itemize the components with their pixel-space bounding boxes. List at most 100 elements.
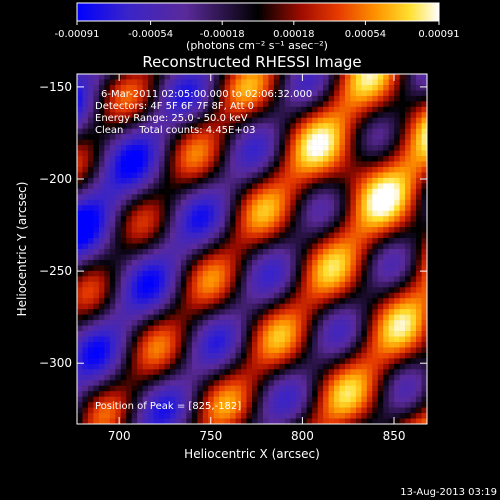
heatmap-cell — [115, 259, 122, 266]
heatmap-cell — [279, 117, 286, 124]
heatmap-cell — [180, 199, 187, 206]
heatmap-cell — [306, 177, 313, 184]
heatmap-cell — [224, 292, 231, 299]
heatmap-cell — [109, 106, 116, 113]
heatmap-cell — [257, 166, 264, 173]
heatmap-cell — [279, 128, 286, 135]
heatmap-cell — [224, 314, 231, 321]
heatmap-cell — [334, 336, 340, 343]
heatmap-cell — [186, 79, 193, 86]
heatmap-cell — [410, 117, 417, 124]
heatmap-cell — [202, 276, 209, 283]
heatmap-cell — [366, 413, 373, 419]
heatmap-cell — [115, 270, 122, 277]
heatmap-cell — [399, 227, 406, 233]
heatmap-cell — [159, 243, 165, 250]
heatmap-cell — [383, 172, 390, 179]
heatmap-cell — [328, 363, 335, 370]
heatmap-cell — [268, 145, 275, 151]
heatmap-cell — [191, 210, 198, 217]
heatmap-cell — [191, 396, 198, 403]
heatmap-cell — [77, 139, 83, 146]
heatmap-cell — [295, 249, 302, 255]
heatmap-cell — [350, 216, 357, 222]
heatmap-cell — [202, 238, 209, 244]
heatmap-cell — [372, 216, 379, 222]
heatmap-cell — [115, 352, 122, 359]
heatmap-cell — [323, 79, 329, 86]
heatmap-cell — [366, 84, 373, 91]
heatmap-cell — [334, 145, 340, 151]
heatmap-cell — [197, 374, 204, 381]
heatmap-cell — [153, 183, 160, 190]
heatmap-cell — [115, 309, 122, 315]
heatmap-cell — [344, 156, 351, 162]
heatmap-cell — [328, 210, 335, 217]
heatmap-cell — [186, 380, 193, 387]
heatmap-cell — [126, 183, 132, 190]
heatmap-cell — [268, 221, 275, 228]
heatmap-cell — [175, 112, 182, 119]
heatmap-cell — [295, 347, 302, 354]
heatmap-cell — [328, 391, 335, 397]
heatmap-cell — [421, 413, 427, 419]
heatmap-cell — [339, 347, 346, 354]
heatmap-cell — [159, 402, 165, 408]
heatmap-cell — [339, 177, 346, 184]
heatmap-cell — [279, 298, 286, 304]
heatmap-cell — [246, 156, 253, 162]
heatmap-cell — [306, 358, 313, 365]
heatmap-cell — [416, 166, 422, 173]
heatmap-cell — [301, 117, 307, 124]
heatmap-cell — [137, 194, 143, 201]
heatmap-cell — [142, 358, 149, 365]
heatmap-cell — [224, 363, 231, 370]
heatmap-cell — [169, 369, 176, 376]
heatmap-cell — [159, 188, 165, 195]
heatmap-cell — [350, 134, 357, 140]
heatmap-cell — [350, 243, 357, 250]
heatmap-cell — [334, 347, 340, 354]
heatmap-cell — [77, 128, 83, 135]
heatmap-cell — [131, 117, 138, 124]
heatmap-cell — [131, 188, 138, 195]
heatmap-cell — [142, 139, 149, 146]
heatmap-cell — [104, 188, 111, 195]
heatmap-cell — [361, 79, 368, 86]
heatmap-cell — [202, 79, 209, 86]
heatmap-cell — [252, 292, 258, 299]
heatmap-cell — [252, 320, 258, 326]
heatmap-cell — [252, 84, 258, 91]
heatmap-cell — [339, 161, 346, 168]
heatmap-cell — [290, 183, 297, 190]
heatmap-cell — [126, 292, 132, 299]
heatmap-cell — [366, 172, 373, 179]
heatmap-cell — [169, 117, 176, 124]
heatmap-cell — [180, 303, 187, 310]
heatmap-cell — [252, 249, 258, 255]
heatmap-cell — [120, 117, 127, 124]
heatmap-cell — [137, 205, 143, 212]
heatmap-cell — [235, 90, 242, 97]
heatmap-cell — [252, 331, 258, 337]
heatmap-cell — [273, 188, 280, 195]
heatmap-cell — [213, 150, 220, 157]
heatmap-cell — [410, 347, 417, 354]
heatmap-cell — [142, 254, 149, 261]
heatmap-cell — [323, 123, 329, 129]
heatmap-cell — [164, 139, 171, 146]
heatmap-cell — [405, 407, 411, 414]
heatmap-cell — [399, 216, 406, 222]
heatmap-cell — [82, 90, 89, 97]
heatmap-cell — [104, 380, 111, 387]
heatmap-cell — [366, 380, 373, 387]
heatmap-cell — [388, 134, 395, 140]
heatmap-cell — [142, 331, 149, 337]
heatmap-cell — [344, 287, 351, 294]
heatmap-cell — [421, 341, 427, 348]
heatmap-cell — [219, 314, 225, 321]
heatmap-cell — [120, 341, 127, 348]
heatmap-cell — [355, 95, 362, 102]
heatmap-cell — [104, 325, 111, 332]
heatmap-cell — [109, 117, 116, 124]
